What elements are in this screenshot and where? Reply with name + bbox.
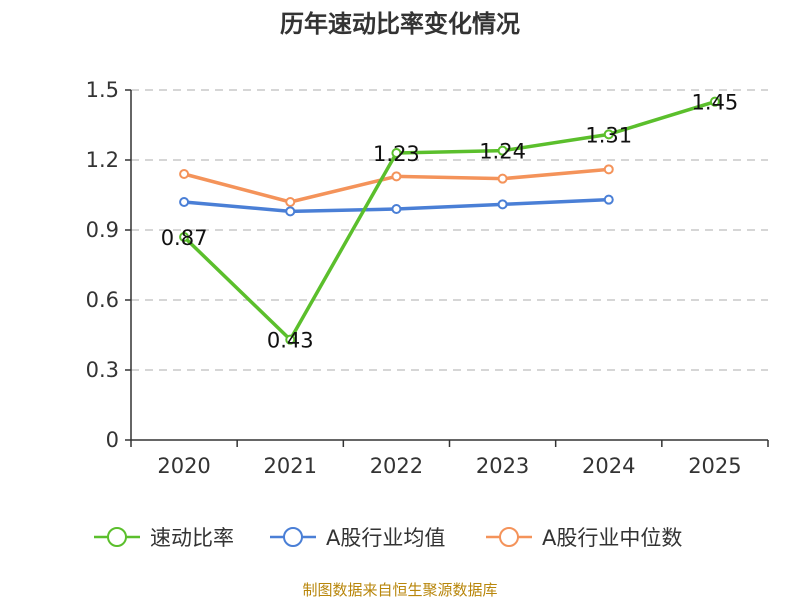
axis-layer: 0 0.3 0.6 0.9 1.2 1.5 2020 2021 2022 2023 2024 2025 <box>86 78 769 478</box>
legend-marker-icon <box>283 527 303 547</box>
x-tick-label: 2025 <box>688 454 741 478</box>
data-point <box>285 206 296 217</box>
legend: 速动比率 A股行业均值 A股行业中位数 <box>94 526 682 550</box>
data-point <box>603 129 614 140</box>
data-point <box>285 334 296 345</box>
data-label: 1.24 <box>479 140 526 164</box>
data-point <box>391 148 402 158</box>
data-label: 1.23 <box>373 142 420 166</box>
data-point <box>497 199 508 210</box>
data-point <box>603 194 614 205</box>
data-point <box>179 232 190 242</box>
series-line-0 <box>182 99 716 342</box>
y-tick-label: 0 <box>106 428 119 452</box>
data-point <box>179 169 190 179</box>
grid-layer <box>131 89 768 371</box>
data-point <box>391 204 402 214</box>
y-tick-label: 0.9 <box>86 218 119 242</box>
legend-marker-icon <box>499 527 519 547</box>
y-tick-label: 0.6 <box>86 288 119 312</box>
chart-title: 历年速动比率变化情况 <box>280 10 520 38</box>
series-layer <box>179 96 720 345</box>
legend-label: A股行业均值 <box>326 526 445 550</box>
legend-item-0[interactable]: 速动比率 <box>94 526 234 550</box>
data-point <box>497 173 508 184</box>
data-label: 1.31 <box>585 123 632 147</box>
data-label-layer: 0.87 0.43 1.23 1.24 1.31 1.45 <box>161 91 739 353</box>
data-label: 0.87 <box>161 226 208 250</box>
data-point <box>285 197 296 207</box>
x-tick-label: 2020 <box>157 454 210 478</box>
data-label: 1.45 <box>692 91 739 115</box>
y-tick-label: 0.3 <box>86 358 119 382</box>
data-point <box>391 171 402 182</box>
y-tick-label: 1.2 <box>86 148 119 172</box>
data-label: 0.43 <box>267 329 314 353</box>
x-tick-label: 2023 <box>476 454 529 478</box>
data-point <box>709 96 720 107</box>
legend-item-2[interactable]: A股行业中位数 <box>486 526 682 550</box>
source-caption: 制图数据来自恒生聚源数据库 <box>302 581 497 599</box>
legend-item-1[interactable]: A股行业均值 <box>270 526 445 550</box>
data-point <box>497 145 508 156</box>
y-tick-label: 1.5 <box>86 78 119 102</box>
legend-label: A股行业中位数 <box>542 526 682 550</box>
legend-marker-icon <box>107 527 127 547</box>
x-tick-label: 2021 <box>264 454 317 478</box>
data-point <box>603 164 614 175</box>
x-tick-label: 2022 <box>370 454 423 478</box>
x-tick-label: 2024 <box>582 454 635 478</box>
legend-label: 速动比率 <box>150 526 234 550</box>
data-point <box>179 197 190 207</box>
